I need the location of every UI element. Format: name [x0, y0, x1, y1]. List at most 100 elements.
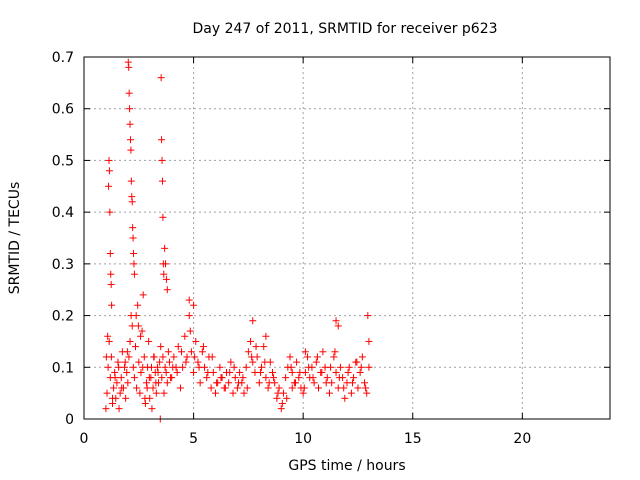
data-point	[278, 399, 286, 407]
data-point	[319, 348, 327, 356]
data-point	[130, 250, 138, 258]
data-point	[275, 384, 283, 392]
data-point	[198, 348, 206, 356]
data-point	[122, 394, 130, 402]
data-point	[102, 353, 110, 361]
data-point	[125, 89, 133, 97]
data-point	[364, 312, 372, 320]
data-point	[260, 343, 268, 351]
data-point	[183, 353, 191, 361]
data-point	[256, 368, 264, 376]
data-point	[130, 270, 138, 278]
data-point	[136, 389, 144, 397]
data-point	[194, 358, 202, 366]
y-tick-label: 0.7	[52, 50, 74, 66]
data-point	[148, 363, 156, 371]
data-point	[143, 384, 151, 392]
data-point	[249, 358, 257, 366]
data-point	[273, 394, 281, 402]
data-point	[104, 332, 112, 340]
data-point	[102, 405, 110, 413]
data-point	[157, 74, 165, 82]
data-point	[265, 379, 273, 387]
data-point	[236, 368, 244, 376]
data-point	[111, 374, 119, 382]
data-point	[156, 358, 164, 366]
data-point	[161, 244, 169, 252]
data-point	[128, 322, 136, 330]
data-point	[262, 332, 270, 340]
data-point	[118, 384, 126, 392]
data-point	[115, 405, 123, 413]
data-point	[140, 353, 148, 361]
data-point	[255, 379, 263, 387]
data-point	[309, 374, 317, 382]
data-point	[282, 374, 290, 382]
data-point	[150, 353, 158, 361]
data-point	[213, 379, 221, 387]
y-tick-label: 0.3	[52, 257, 74, 273]
data-point	[293, 358, 301, 366]
x-tick-label: 20	[513, 431, 531, 447]
data-point	[158, 374, 166, 382]
data-point	[124, 379, 132, 387]
data-point	[363, 389, 371, 397]
data-point	[132, 343, 140, 351]
data-point	[240, 389, 248, 397]
data-point	[113, 379, 121, 387]
x-tick-label: 15	[404, 431, 422, 447]
data-point	[347, 389, 355, 397]
x-axis-label: GPS time / hours	[288, 458, 405, 474]
data-point	[139, 363, 147, 371]
data-point	[103, 389, 111, 397]
data-point	[154, 368, 162, 376]
chart-title: Day 247 of 2011, SRMTID for receiver p62…	[192, 21, 497, 37]
data-point	[365, 337, 373, 345]
data-point	[126, 337, 134, 345]
data-point	[153, 363, 161, 371]
data-point	[203, 374, 211, 382]
data-point	[242, 363, 250, 371]
data-point	[125, 63, 133, 71]
data-point	[125, 353, 133, 361]
data-point	[145, 374, 153, 382]
data-point	[336, 363, 344, 371]
data-point	[160, 389, 168, 397]
data-point	[287, 363, 295, 371]
data-point	[191, 353, 199, 361]
data-point	[158, 177, 166, 185]
data-point	[174, 343, 182, 351]
data-point	[277, 405, 285, 413]
data-point	[160, 270, 168, 278]
data-point	[178, 348, 186, 356]
axis-ticks: 0 0.1 0.2 0.3 0.4 0.5 0.6 0.7 0 5 10 15 20	[52, 50, 610, 447]
data-point	[286, 353, 294, 361]
data-point	[196, 379, 204, 387]
data-point	[350, 374, 358, 382]
data-point	[127, 146, 135, 154]
data-point	[106, 250, 114, 258]
data-point	[233, 384, 241, 392]
data-point	[227, 358, 235, 366]
data-point	[170, 353, 178, 361]
data-point	[187, 348, 195, 356]
data-point	[152, 389, 160, 397]
data-point	[325, 389, 333, 397]
y-tick-label: 0.6	[52, 102, 74, 118]
data-point	[185, 312, 193, 320]
data-point	[107, 270, 115, 278]
data-point	[195, 363, 203, 371]
data-point	[288, 368, 296, 376]
data-point	[296, 368, 304, 376]
x-tick-label: 10	[294, 431, 312, 447]
data-point	[126, 105, 134, 113]
data-point	[139, 291, 147, 299]
data-point	[216, 363, 224, 371]
data-point	[134, 301, 142, 309]
data-point	[244, 348, 252, 356]
data-point	[310, 379, 318, 387]
data-point	[264, 384, 272, 392]
data-point	[348, 379, 356, 387]
data-point	[299, 389, 307, 397]
data-point	[231, 374, 239, 382]
